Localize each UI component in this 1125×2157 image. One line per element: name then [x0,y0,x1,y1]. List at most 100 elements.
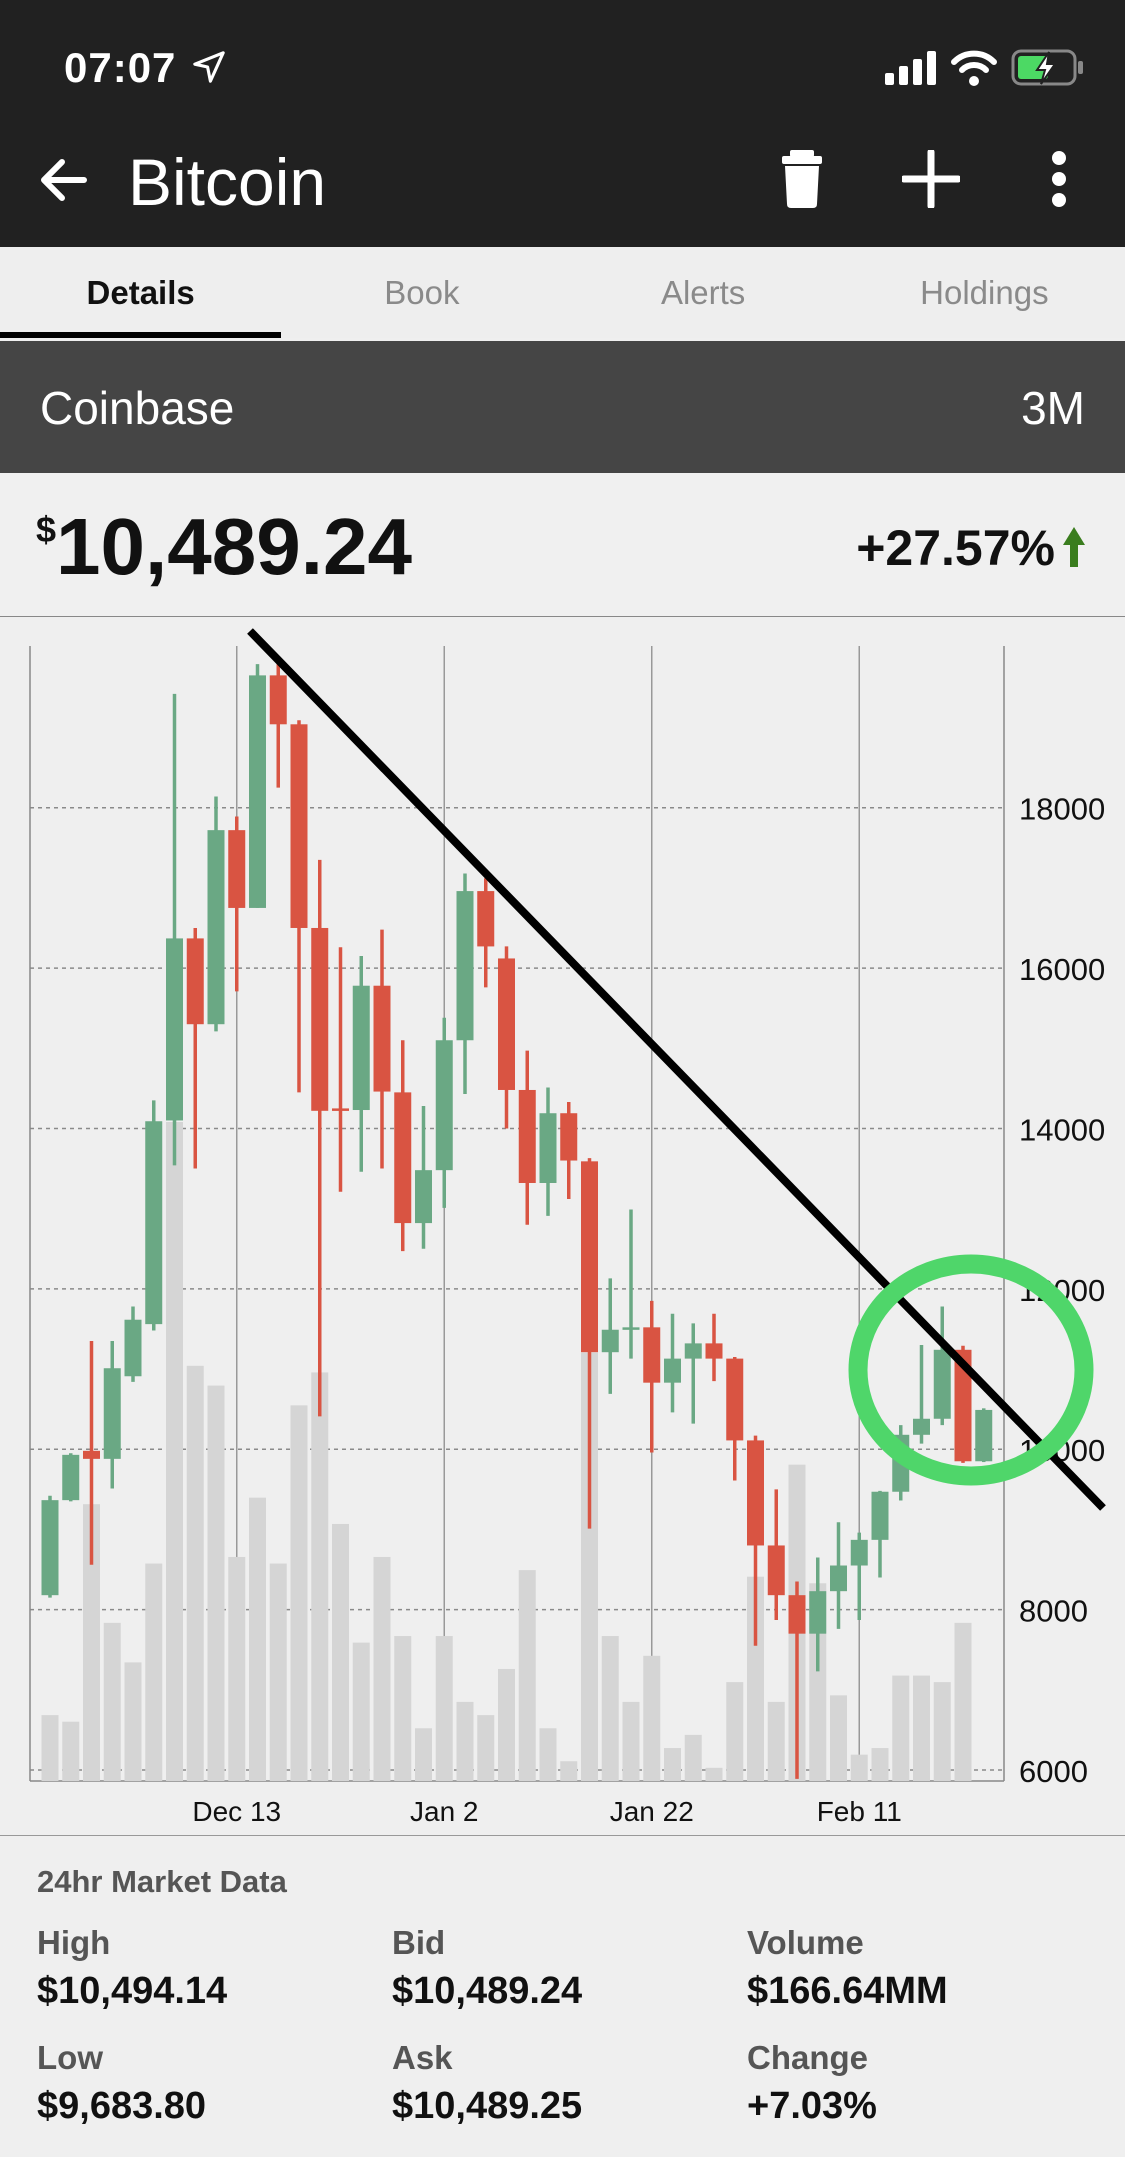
label: Ask [392,2039,453,2076]
volume-bar [705,1767,723,1781]
y-tick-label: 18000 [1019,792,1105,827]
label: High [37,1924,111,1961]
range-selector[interactable]: 3M [1021,382,1085,434]
plus-icon[interactable] [900,148,962,213]
market-change: Change +7.03% [747,2039,877,2128]
candle-down [311,927,329,1111]
candle-up [684,1343,702,1359]
volume-bar [186,1365,204,1781]
back-arrow-icon[interactable] [36,152,92,213]
candle-down [560,1113,578,1161]
volume-bar [124,1662,142,1781]
tab-details[interactable]: Details [0,247,282,338]
volume-bar [456,1701,474,1781]
volume-bar [892,1675,910,1781]
price-row: $10,489.24 +27.57% [0,473,1125,618]
volume-bar [518,1570,536,1781]
candle-up [975,1409,993,1462]
volume-bar [166,1122,183,1781]
volume-bar [954,1622,972,1781]
candle-up [622,1327,640,1330]
volume-bar [664,1748,681,1781]
value: $10,489.24 [392,1970,583,2012]
trash-icon[interactable] [780,150,824,213]
y-tick-label: 8000 [1019,1594,1088,1629]
volume-bar [830,1695,847,1781]
value: $9,683.80 [37,2085,207,2127]
status-icons [885,48,1085,93]
y-tick-label: 16000 [1019,952,1105,987]
label: Change [747,2039,869,2076]
market-high: High $10,494.14 [37,1924,227,2013]
candle-down [498,958,515,1090]
arrow-up-icon [1061,525,1087,574]
volume-bar [62,1721,80,1781]
candle-down [518,1089,536,1183]
volume-bar [643,1655,661,1781]
exchange-bar[interactable]: Coinbase 3M [0,341,1125,473]
volume-bar [850,1754,868,1781]
x-tick-label: Dec 13 [192,1796,281,1827]
candle-up [830,1565,847,1592]
candle-up [352,985,370,1111]
candle-down [788,1595,806,1634]
market-low: Low $9,683.80 [37,2039,206,2128]
price-chart[interactable]: 6000 8000 10000 12000 14000 16000 18000 Dec 13 J… [0,617,1125,1837]
price-change-percent: +27.57% [856,520,1055,576]
label: Volume [747,1924,864,1961]
signal-icon [885,51,937,90]
volume-bar [477,1715,495,1781]
label: Low [37,2039,103,2076]
candle-up [41,1500,59,1596]
candle-up [415,1170,432,1224]
volume-bar [290,1405,308,1781]
candle-down [477,891,495,947]
volume-bar [684,1734,702,1781]
volume-bar [767,1701,785,1781]
volume-bar [498,1668,515,1781]
candle-up [539,1113,557,1183]
page-title: Bitcoin [128,145,327,219]
market-volume: Volume $166.64MM [747,1924,948,2013]
candle-up [933,1349,951,1419]
candle-up [601,1329,619,1353]
volume-bar [560,1761,578,1781]
candle-down [228,830,246,908]
current-price: $10,489.24 [36,501,412,593]
app-header: 07:07 Bitcoin [0,0,1125,247]
wifi-icon [951,50,997,91]
tab-book[interactable]: Book [384,274,460,311]
value: $10,489.25 [392,2085,583,2127]
y-tick-label: 6000 [1019,1754,1088,1789]
volume-bar [145,1563,163,1781]
value: $166.64MM [747,1970,948,2012]
candle-up [166,938,183,1121]
volume-bar [249,1497,266,1781]
candle-up [249,675,266,908]
volume-bar [394,1636,412,1781]
tab-bar: Details Book Alerts Holdings [0,247,1125,338]
value: +7.03% [747,2085,877,2127]
market-bid: Bid $10,489.24 [392,1924,582,2013]
currency-symbol: $ [36,509,57,550]
candle-down [954,1349,972,1462]
more-vertical-icon[interactable] [1047,150,1071,213]
tab-holdings[interactable]: Holdings [920,274,1049,311]
volume-bar [913,1675,930,1781]
candle-down [332,1108,349,1111]
status-time: 07:07 [64,44,177,91]
candle-up [809,1591,827,1634]
volume-bar [747,1576,764,1781]
candle-up [145,1121,163,1325]
candle-up [207,830,225,1025]
battery-charging-icon [1011,48,1085,93]
volume-bar [871,1748,889,1781]
tab-alerts[interactable]: Alerts [660,274,746,311]
candle-up [913,1418,930,1435]
candle-up [435,1040,453,1171]
volume-bar [332,1523,349,1781]
candle-down [643,1327,661,1383]
location-arrow-icon [192,50,226,89]
exchange-name[interactable]: Coinbase [40,382,235,434]
